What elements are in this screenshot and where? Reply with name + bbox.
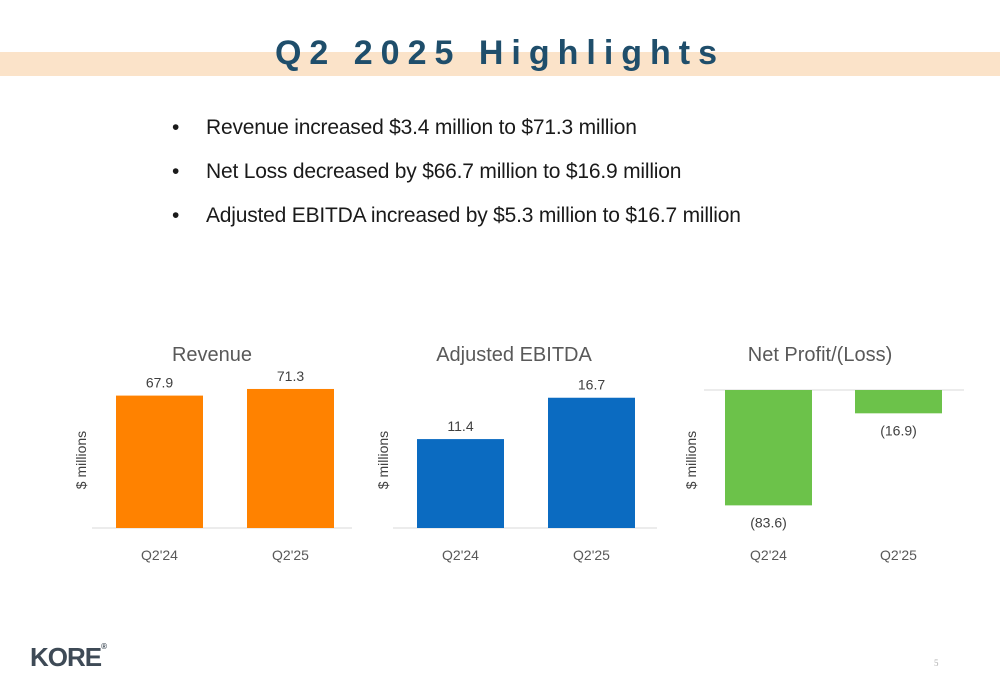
logo-registered-mark: ® — [101, 642, 107, 651]
bar — [247, 388, 334, 528]
highlight-text: Adjusted EBITDA increased by $5.3 millio… — [206, 204, 741, 227]
page-number: 5 — [934, 658, 939, 668]
tick-label-x: Q2'24 — [442, 547, 479, 563]
highlight-item: • Revenue increased $3.4 million to $71.3… — [172, 116, 741, 160]
kore-logo: KORE® — [30, 642, 107, 673]
logo-text: KORE — [30, 642, 102, 672]
bullet-icon: • — [172, 204, 180, 227]
highlights-list: • Revenue increased $3.4 million to $71.3… — [172, 116, 741, 248]
highlight-item: • Adjusted EBITDA increased by $5.3 milli… — [172, 204, 741, 248]
chart-title: Adjusted EBITDA — [436, 344, 592, 366]
bar — [548, 397, 635, 528]
title-band — [0, 52, 1000, 76]
data-label: (16.9) — [880, 422, 917, 438]
highlight-text: Revenue increased $3.4 million to $71.3 … — [206, 116, 637, 139]
chart-title: Net Profit/(Loss) — [748, 344, 892, 366]
tick-label-x: Q2'25 — [272, 547, 309, 563]
data-label: (83.6) — [750, 514, 787, 530]
bar — [417, 439, 504, 528]
highlight-text: Net Loss decreased by $66.7 million to $… — [206, 160, 682, 183]
bullet-icon: • — [172, 160, 180, 183]
highlight-item: • Net Loss decreased by $66.7 million to … — [172, 160, 741, 204]
data-label: 16.7 — [578, 377, 605, 393]
bar — [116, 395, 203, 528]
slide-title: Q2 2025 Highlights — [274, 34, 726, 72]
tick-label-x: Q2'25 — [573, 547, 610, 563]
bar — [725, 390, 812, 506]
axis-label-y: $ millions — [375, 431, 391, 489]
tick-label-x: Q2'24 — [750, 547, 787, 563]
data-label: 67.9 — [146, 375, 173, 391]
tick-label-x: Q2'24 — [141, 547, 178, 563]
bar — [855, 390, 942, 414]
data-label: 71.3 — [277, 368, 304, 384]
chart-title: Revenue — [172, 344, 252, 366]
axis-label-y: $ millions — [73, 431, 89, 489]
bullet-icon: • — [172, 116, 180, 139]
data-label: 11.4 — [447, 418, 473, 434]
axis-label-y: $ millions — [683, 431, 699, 489]
tick-label-x: Q2'25 — [880, 547, 917, 563]
